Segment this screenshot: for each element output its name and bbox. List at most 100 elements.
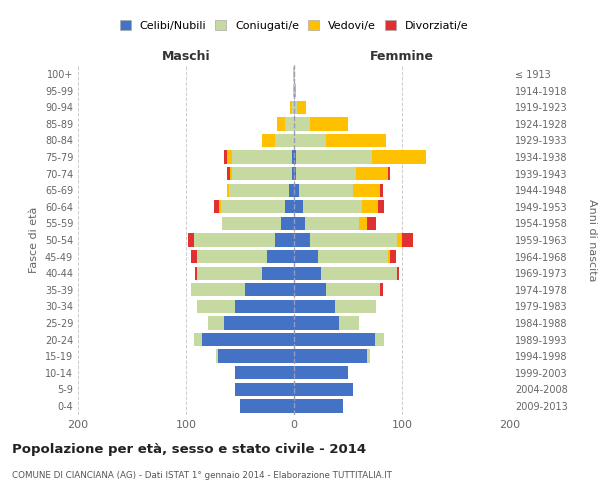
Bar xyxy=(326,283,380,296)
Bar xyxy=(321,266,397,280)
Bar xyxy=(197,250,267,263)
Bar xyxy=(197,266,262,280)
Bar xyxy=(310,234,397,246)
Bar xyxy=(375,333,383,346)
Bar xyxy=(340,316,359,330)
Bar xyxy=(294,283,326,296)
Bar xyxy=(214,200,220,213)
Bar xyxy=(224,150,227,164)
Bar xyxy=(296,167,356,180)
Text: COMUNE DI CIANCIANA (AG) - Dati ISTAT 1° gennaio 2014 - Elaborazione TUTTITALIA.: COMUNE DI CIANCIANA (AG) - Dati ISTAT 1°… xyxy=(12,471,392,480)
Bar xyxy=(292,100,294,114)
Bar xyxy=(230,167,232,180)
Bar xyxy=(310,118,348,130)
Bar xyxy=(292,150,294,164)
Bar xyxy=(367,217,376,230)
Bar xyxy=(380,184,383,197)
Bar xyxy=(194,333,202,346)
Bar xyxy=(296,150,372,164)
Bar xyxy=(275,234,294,246)
Bar xyxy=(294,118,310,130)
Bar xyxy=(362,200,378,213)
Bar xyxy=(229,184,289,197)
Bar xyxy=(240,399,294,412)
Bar xyxy=(294,266,321,280)
Bar xyxy=(397,266,399,280)
Bar xyxy=(224,316,294,330)
Bar xyxy=(294,316,340,330)
Bar xyxy=(191,283,245,296)
Bar xyxy=(388,167,390,180)
Bar xyxy=(402,234,413,246)
Bar xyxy=(335,300,376,313)
Y-axis label: Fasce di età: Fasce di età xyxy=(29,207,39,273)
Bar xyxy=(227,150,232,164)
Bar xyxy=(245,283,294,296)
Bar xyxy=(232,167,292,180)
Bar xyxy=(220,200,221,213)
Bar xyxy=(286,118,294,130)
Bar xyxy=(194,266,197,280)
Bar xyxy=(197,300,235,313)
Bar xyxy=(208,316,224,330)
Bar xyxy=(390,250,395,263)
Bar xyxy=(232,150,292,164)
Bar xyxy=(388,250,390,263)
Bar xyxy=(293,84,294,98)
Bar xyxy=(191,250,197,263)
Bar xyxy=(221,217,281,230)
Bar xyxy=(277,118,286,130)
Bar xyxy=(235,366,294,380)
Bar xyxy=(216,350,218,362)
Bar xyxy=(262,134,275,147)
Bar xyxy=(294,150,296,164)
Bar xyxy=(380,283,383,296)
Bar xyxy=(194,234,275,246)
Bar xyxy=(202,333,294,346)
Bar xyxy=(294,100,297,114)
Bar xyxy=(305,217,359,230)
Bar xyxy=(289,184,294,197)
Bar xyxy=(292,167,294,180)
Bar xyxy=(294,134,326,147)
Bar xyxy=(294,382,353,396)
Text: Maschi: Maschi xyxy=(161,50,211,64)
Bar xyxy=(286,200,294,213)
Bar xyxy=(294,333,375,346)
Bar xyxy=(294,234,310,246)
Bar xyxy=(294,399,343,412)
Text: Femmine: Femmine xyxy=(370,50,434,64)
Bar xyxy=(227,184,229,197)
Bar xyxy=(318,250,388,263)
Bar xyxy=(275,134,294,147)
Legend: Celibi/Nubili, Coniugati/e, Vedovi/e, Divorziati/e: Celibi/Nubili, Coniugati/e, Vedovi/e, Di… xyxy=(115,16,473,36)
Bar xyxy=(356,167,388,180)
Bar xyxy=(367,350,370,362)
Bar xyxy=(353,184,380,197)
Bar xyxy=(295,84,296,98)
Bar xyxy=(294,366,348,380)
Bar xyxy=(262,266,294,280)
Bar xyxy=(221,200,286,213)
Bar xyxy=(227,167,230,180)
Bar xyxy=(372,150,426,164)
Bar xyxy=(294,84,295,98)
Bar xyxy=(294,250,318,263)
Bar xyxy=(290,100,292,114)
Bar xyxy=(297,100,306,114)
Text: Popolazione per età, sesso e stato civile - 2014: Popolazione per età, sesso e stato civil… xyxy=(12,442,366,456)
Bar xyxy=(294,350,367,362)
Bar xyxy=(218,350,294,362)
Bar xyxy=(378,200,383,213)
Bar xyxy=(281,217,294,230)
Bar xyxy=(397,234,402,246)
Bar xyxy=(235,300,294,313)
Bar xyxy=(294,217,305,230)
Bar xyxy=(294,300,335,313)
Bar xyxy=(293,68,294,81)
Bar xyxy=(294,167,296,180)
Bar xyxy=(294,200,302,213)
Bar xyxy=(326,134,386,147)
Y-axis label: Anni di nascita: Anni di nascita xyxy=(587,198,597,281)
Bar xyxy=(359,217,367,230)
